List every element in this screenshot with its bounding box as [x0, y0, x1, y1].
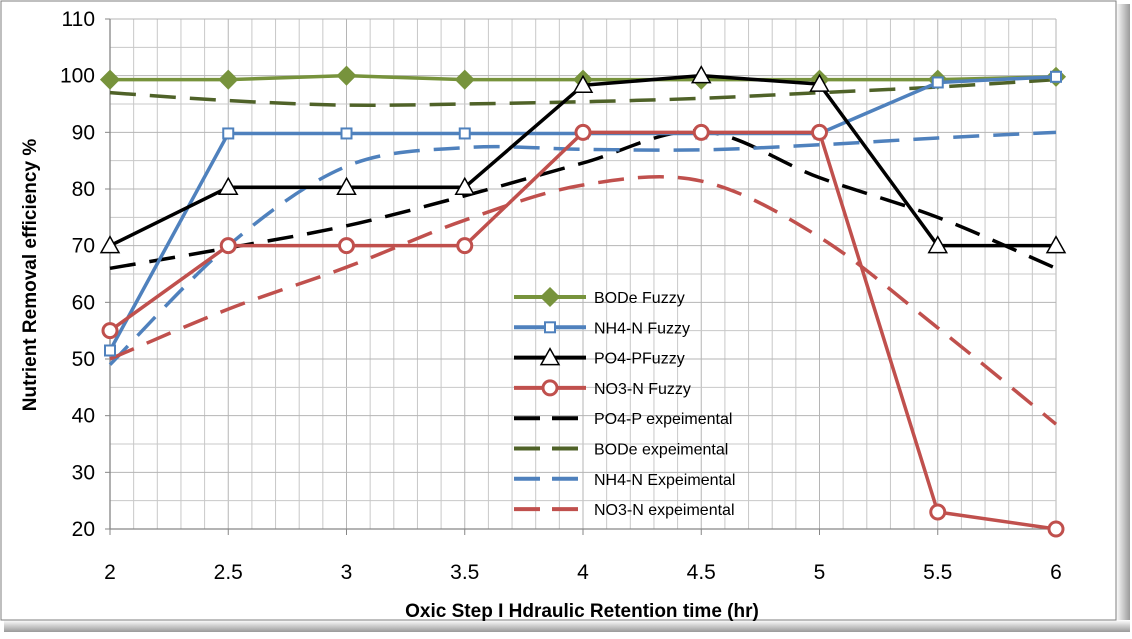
legend-label: BODe expeimental	[594, 442, 728, 459]
legend-marker	[539, 286, 561, 308]
data-point-marker	[101, 322, 119, 340]
data-point-marker	[1047, 520, 1065, 538]
frame-shadow-right	[1116, 4, 1130, 632]
y-tick-label: 110	[62, 8, 95, 31]
frame-shadow-bottom	[4, 620, 1130, 632]
x-tick-label: 3	[341, 561, 353, 584]
data-point-marker	[690, 65, 712, 84]
x-tick-label: 4.5	[687, 561, 716, 584]
legend-item: BODe Fuzzy	[514, 286, 685, 308]
series-line	[108, 130, 1057, 366]
series-no3-n-expeimental	[109, 175, 1058, 426]
legend-marker	[539, 347, 561, 366]
legend-label: PO4-P expeimental	[594, 411, 732, 428]
legend-item: BODe expeimental	[514, 442, 728, 459]
data-point-marker	[811, 123, 828, 141]
data-point-marker	[927, 235, 949, 254]
data-point-marker	[338, 237, 355, 255]
y-tick-label: 80	[72, 178, 95, 201]
series-po4-pfuzzy	[99, 65, 1067, 254]
data-point-marker	[99, 69, 121, 90]
data-point-marker	[218, 69, 239, 90]
legend-marker	[541, 379, 559, 397]
series-nh4-n-expeimental	[108, 130, 1057, 366]
gridlines	[109, 18, 1057, 530]
legend-label: BODe Fuzzy	[594, 290, 685, 307]
y-tick-label: 50	[72, 348, 95, 371]
data-point-marker	[458, 127, 471, 140]
data-point-marker	[222, 127, 235, 140]
legend-label: NH4-N Expeimental	[594, 472, 735, 489]
data-point-marker	[336, 176, 357, 196]
y-tick-label: 30	[72, 461, 95, 484]
data-point-marker	[929, 503, 947, 521]
legend-label: PO4-PFuzzy	[594, 351, 685, 368]
data-point-marker	[692, 123, 710, 141]
x-tick-label: 3.5	[450, 561, 479, 584]
legend-item: NH4-N Fuzzy	[514, 320, 690, 337]
data-point-marker	[217, 176, 239, 196]
data-point-marker	[574, 123, 592, 141]
data-point-marker	[809, 73, 830, 92]
data-point-marker	[454, 69, 475, 90]
legend-item: NH4-N Expeimental	[514, 472, 735, 489]
legend: BODe Fuzzy NH4-N Fuzzy PO4-PFuzzy NO3-N Fuz…	[514, 286, 735, 519]
legend-label: NH4-N Fuzzy	[594, 320, 690, 337]
series-layer	[99, 65, 1067, 538]
legend-item: NO3-N expeimental	[514, 502, 735, 519]
legend-item: NO3-N Fuzzy	[514, 379, 691, 398]
x-tick-label: 4	[577, 561, 589, 584]
data-point-marker	[1050, 70, 1062, 83]
y-tick-label: 100	[60, 65, 95, 88]
legend-label: NO3-N expeimental	[594, 502, 735, 519]
legend-label: NO3-N Fuzzy	[594, 381, 691, 398]
data-point-marker	[454, 176, 476, 196]
legend-item: PO4-PFuzzy	[514, 347, 685, 368]
series-po4-p-expeimental	[109, 129, 1057, 271]
legend-marker	[544, 321, 556, 334]
chart-area	[0, 0, 1117, 621]
data-point-marker	[1045, 235, 1067, 254]
data-point-marker	[340, 127, 353, 140]
x-tick-label: 5	[814, 561, 826, 584]
y-tick-label: 70	[72, 235, 95, 258]
x-tick-label: 2	[104, 561, 116, 584]
data-point-marker	[99, 235, 121, 254]
data-point-marker	[336, 65, 357, 86]
y-axis-label: Nutrient Removal efficiency %	[20, 139, 41, 412]
x-tick-label: 2.5	[214, 561, 243, 584]
y-tick-label: 60	[72, 291, 95, 314]
series-line	[109, 129, 1057, 271]
series-line	[109, 175, 1058, 426]
y-tick-label: 40	[72, 405, 95, 428]
legend-item: PO4-P expeimental	[514, 411, 732, 428]
x-tick-label: 5.5	[923, 561, 952, 584]
tick-labels: 20 30 40 50 60 70 80 90 100 110 2 2.5 3 3.5 4 4.5 5 5.5 6	[60, 8, 1062, 584]
data-point-marker	[219, 237, 237, 255]
data-point-marker	[572, 74, 594, 94]
y-tick-label: 20	[72, 518, 95, 541]
x-axis-label: Oxic Step I Hdraulic Retention time (hr)	[405, 601, 759, 622]
data-point-marker	[456, 237, 474, 255]
series-no3-n-fuzzy	[101, 123, 1065, 538]
data-point-marker	[104, 344, 116, 357]
x-tick-label: 6	[1050, 561, 1062, 584]
y-tick-label: 90	[72, 121, 95, 144]
data-point-marker	[931, 76, 944, 89]
